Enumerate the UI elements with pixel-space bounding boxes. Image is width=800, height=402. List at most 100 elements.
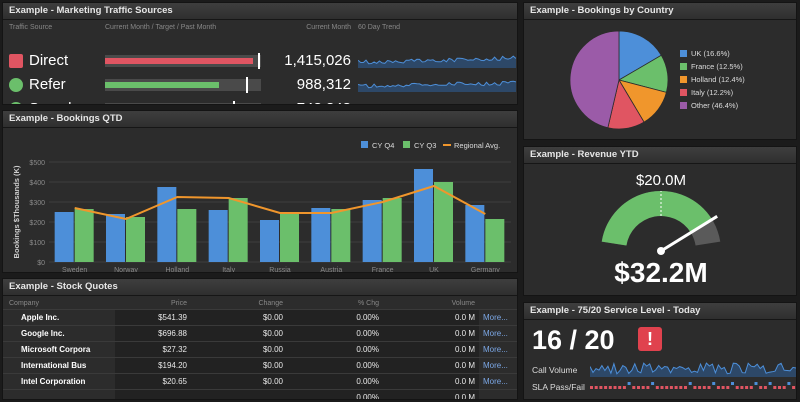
bar-cy-q3 [485, 219, 505, 262]
sla-fail-mark [669, 386, 673, 389]
bar-cy-q3 [382, 198, 402, 262]
y-tick-label: $300 [29, 200, 45, 207]
sla-fail-mark [604, 386, 608, 389]
revenue-gauge [601, 190, 721, 255]
stock-pct-change: 0.00% [287, 373, 383, 390]
stock-volume: 0.0 M [383, 325, 479, 342]
stock-company: Apple Inc. [3, 309, 115, 326]
bar-cy-q4 [311, 208, 331, 262]
traffic-source-label: Direct [29, 52, 69, 69]
sla-pass-mark [787, 382, 791, 385]
traffic-target-marker [258, 53, 261, 69]
stock-more-link[interactable]: More... [479, 341, 517, 358]
legend-label: Italy (12.2%) [691, 88, 734, 97]
bar-cy-q4 [208, 210, 228, 262]
stocks-table: Company Price Change % Chg Volume Apple … [3, 297, 517, 399]
x-tick-label: Italy [222, 267, 235, 272]
legend-label: Regional Avg. [454, 141, 500, 150]
service-panel: Example - 75/20 Service Level - Today 16… [523, 302, 797, 400]
sla-fail-mark [707, 386, 711, 389]
stock-pct-change: 0.00% [287, 357, 383, 374]
y-tick-label: $500 [29, 160, 45, 167]
stocks-col-more [479, 297, 517, 310]
sla-fail-mark [599, 386, 603, 389]
sla-fail-mark [674, 386, 678, 389]
stock-row: Apple Inc. $541.39 $0.00 0.00% 0.0 M More... [3, 309, 517, 326]
sla-fail-mark [637, 386, 640, 389]
bar-cy-q4 [260, 220, 279, 262]
legend-label: UK (16.6%) [691, 49, 730, 58]
stocks-col-pct: % Chg [357, 299, 379, 307]
stock-price: $194.20 [115, 357, 191, 374]
y-tick-label: $0 [37, 260, 45, 267]
sla-fail-mark [778, 386, 781, 389]
stocks-col-volume: Volume [451, 299, 475, 307]
stocks-body: Apple Inc. $541.39 $0.00 0.00% 0.0 M More... G… [3, 309, 517, 399]
stock-more-link[interactable]: More... [479, 373, 517, 390]
service-call-volume-sparkline [590, 361, 796, 377]
legend-swatch [680, 89, 687, 96]
sla-fail-mark [782, 386, 786, 389]
sla-fail-mark [618, 386, 622, 389]
stocks-panel: Example - Stock Quotes Company Price Cha… [2, 278, 518, 400]
sla-pass-mark [712, 382, 716, 385]
sla-fail-mark [716, 386, 720, 389]
traffic-header-trend: 60 Day Trend [358, 24, 401, 31]
service-title: Example - 75/20 Service Level - Today [524, 303, 796, 320]
sla-fail-mark [684, 386, 687, 389]
sparkline-line [590, 361, 796, 375]
sla-fail-mark [608, 386, 612, 389]
traffic-header-source: Traffic Source [9, 24, 53, 31]
stock-more-link[interactable]: More... [479, 325, 517, 342]
stock-change: $0.00 [191, 357, 287, 374]
traffic-target-bar [105, 101, 261, 104]
sla-pass-mark [731, 382, 734, 385]
service-sla-strip [590, 382, 796, 389]
stock-volume: 0.0 M [383, 357, 479, 374]
country-pie-chart [569, 30, 669, 130]
sla-fail-mark [660, 386, 664, 389]
line-regional-avg [74, 184, 486, 221]
traffic-panel: Example - Marketing Traffic Sources Traf… [2, 2, 518, 105]
service-call-volume-label: Call Volume [532, 365, 578, 375]
stock-footer-row: 0.00% 0.0 M [3, 389, 517, 399]
traffic-target-bar [105, 53, 261, 69]
pie-slice [569, 30, 620, 129]
sla-fail-mark [646, 386, 650, 389]
sla-fail-mark [655, 386, 659, 389]
x-tick-label: Norway [114, 267, 138, 272]
sla-fail-mark [740, 386, 744, 389]
y-axis-label: Bookings $Thousands (K) [12, 165, 21, 258]
x-tick-label: Austria [320, 267, 342, 272]
x-tick-label: Holland [165, 267, 189, 272]
sla-fail-mark [632, 386, 636, 389]
legend-swatch [680, 102, 687, 109]
x-tick-label: Germany [471, 267, 500, 272]
sla-pass-mark [768, 382, 772, 385]
stock-pct-change: 0.00% [287, 309, 383, 326]
traffic-trend-sparkline [358, 80, 516, 92]
sla-fail-mark [749, 386, 753, 389]
x-tick-label: France [372, 267, 394, 272]
stock-more-link[interactable]: More... [479, 309, 517, 326]
stock-more-link[interactable]: More... [479, 357, 517, 374]
x-tick-label: Russia [269, 267, 291, 272]
sla-fail-mark [693, 386, 697, 389]
qtd-bar-chart: $0 $100 $200 $300 $400 $500 Bookings $Thousand… [12, 141, 511, 272]
y-tick-label: $200 [29, 220, 45, 227]
sla-fail-mark [759, 386, 763, 389]
stock-price: $27.32 [115, 341, 191, 358]
service-sla-label: SLA Pass/Fail [532, 382, 585, 392]
sparkline-area [590, 363, 796, 377]
bar-cy-q4 [362, 200, 382, 262]
pie-slice [618, 30, 662, 81]
sla-pass-mark [651, 382, 655, 385]
sla-fail-mark [698, 386, 702, 389]
revenue-title: Example - Revenue YTD [524, 147, 796, 164]
traffic-target-marker [233, 101, 236, 104]
stock-volume: 0.0 M [383, 341, 479, 358]
sla-fail-mark [613, 386, 617, 389]
bar-cy-q3 [228, 198, 248, 262]
stocks-col-company: Company [9, 299, 39, 307]
